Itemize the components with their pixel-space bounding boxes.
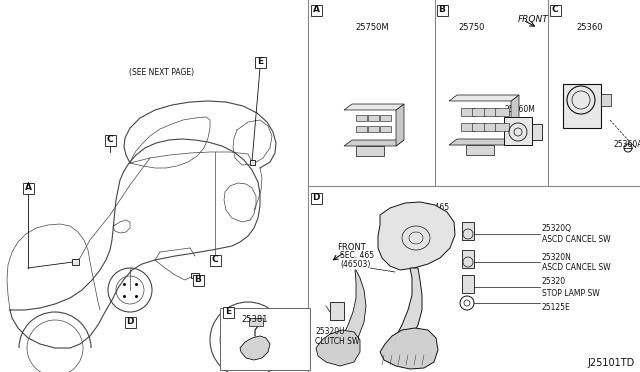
Text: STOP LAMP SW: STOP LAMP SW [542, 289, 600, 298]
FancyBboxPatch shape [484, 108, 498, 116]
FancyBboxPatch shape [191, 273, 199, 278]
Text: E: E [225, 308, 231, 317]
Text: D: D [126, 317, 134, 327]
FancyBboxPatch shape [330, 302, 344, 320]
Text: 25381: 25381 [242, 315, 268, 324]
FancyBboxPatch shape [22, 183, 33, 193]
FancyBboxPatch shape [462, 250, 474, 268]
FancyBboxPatch shape [223, 307, 234, 317]
FancyBboxPatch shape [461, 123, 475, 131]
Text: CLUTCH SW: CLUTCH SW [315, 337, 360, 346]
FancyBboxPatch shape [466, 145, 494, 155]
FancyBboxPatch shape [436, 4, 447, 16]
FancyBboxPatch shape [462, 275, 474, 293]
Polygon shape [380, 328, 438, 369]
Text: C: C [552, 6, 558, 15]
FancyBboxPatch shape [462, 222, 474, 240]
FancyBboxPatch shape [72, 259, 79, 265]
FancyBboxPatch shape [504, 117, 532, 145]
Text: (4650L): (4650L) [415, 214, 445, 222]
FancyBboxPatch shape [472, 108, 486, 116]
Text: 25360A: 25360A [613, 140, 640, 149]
Text: A: A [312, 6, 319, 15]
Text: 25750M: 25750M [355, 23, 389, 32]
FancyBboxPatch shape [220, 308, 310, 370]
Polygon shape [378, 202, 455, 270]
Text: 25750: 25750 [459, 23, 485, 32]
Text: SEC. 465: SEC. 465 [415, 203, 449, 212]
Text: (SEE NEXT PAGE): (SEE NEXT PAGE) [129, 67, 195, 77]
Polygon shape [396, 104, 404, 146]
Text: 25560M: 25560M [504, 106, 536, 115]
FancyBboxPatch shape [356, 115, 367, 121]
Polygon shape [240, 336, 270, 360]
FancyBboxPatch shape [249, 318, 263, 326]
FancyBboxPatch shape [380, 115, 391, 121]
FancyBboxPatch shape [255, 57, 266, 67]
FancyBboxPatch shape [563, 84, 601, 128]
FancyBboxPatch shape [250, 160, 255, 164]
Text: 25360: 25360 [577, 23, 604, 32]
Polygon shape [316, 330, 360, 366]
Text: FRONT: FRONT [338, 244, 366, 253]
Text: 25320U: 25320U [315, 327, 344, 337]
Text: B: B [438, 6, 445, 15]
FancyBboxPatch shape [356, 126, 367, 132]
Text: B: B [195, 276, 202, 285]
Polygon shape [332, 270, 366, 364]
Text: A: A [24, 183, 31, 192]
FancyBboxPatch shape [125, 317, 136, 327]
Text: FRONT: FRONT [518, 16, 548, 25]
FancyBboxPatch shape [550, 4, 561, 16]
FancyBboxPatch shape [209, 254, 221, 266]
Text: J25101TD: J25101TD [588, 358, 635, 368]
FancyBboxPatch shape [495, 123, 509, 131]
FancyBboxPatch shape [212, 257, 218, 263]
FancyBboxPatch shape [368, 115, 379, 121]
FancyBboxPatch shape [380, 126, 391, 132]
Text: ASCD CANCEL SW: ASCD CANCEL SW [542, 235, 611, 244]
FancyBboxPatch shape [461, 108, 475, 116]
Text: D: D [312, 193, 320, 202]
Text: 25320N: 25320N [542, 253, 572, 262]
FancyBboxPatch shape [310, 192, 321, 203]
FancyBboxPatch shape [310, 4, 321, 16]
FancyBboxPatch shape [601, 94, 611, 106]
Polygon shape [385, 268, 422, 362]
Text: 25125E: 25125E [542, 304, 571, 312]
Text: (46503): (46503) [340, 260, 371, 269]
Polygon shape [511, 95, 519, 145]
FancyBboxPatch shape [104, 135, 115, 145]
Text: ASCD CANCEL SW: ASCD CANCEL SW [542, 263, 611, 273]
FancyBboxPatch shape [532, 124, 542, 140]
Text: E: E [257, 58, 263, 67]
Polygon shape [344, 140, 404, 146]
Text: SEC. 465: SEC. 465 [340, 250, 374, 260]
Text: C: C [212, 256, 218, 264]
Polygon shape [344, 104, 404, 110]
FancyBboxPatch shape [356, 146, 384, 156]
FancyBboxPatch shape [495, 108, 509, 116]
FancyBboxPatch shape [484, 123, 498, 131]
Text: 25320: 25320 [542, 278, 566, 286]
FancyBboxPatch shape [193, 275, 204, 285]
FancyBboxPatch shape [368, 126, 379, 132]
FancyBboxPatch shape [472, 123, 486, 131]
Text: C: C [107, 135, 113, 144]
Polygon shape [449, 139, 519, 145]
Polygon shape [449, 95, 519, 101]
Text: 25320Q: 25320Q [542, 224, 572, 234]
